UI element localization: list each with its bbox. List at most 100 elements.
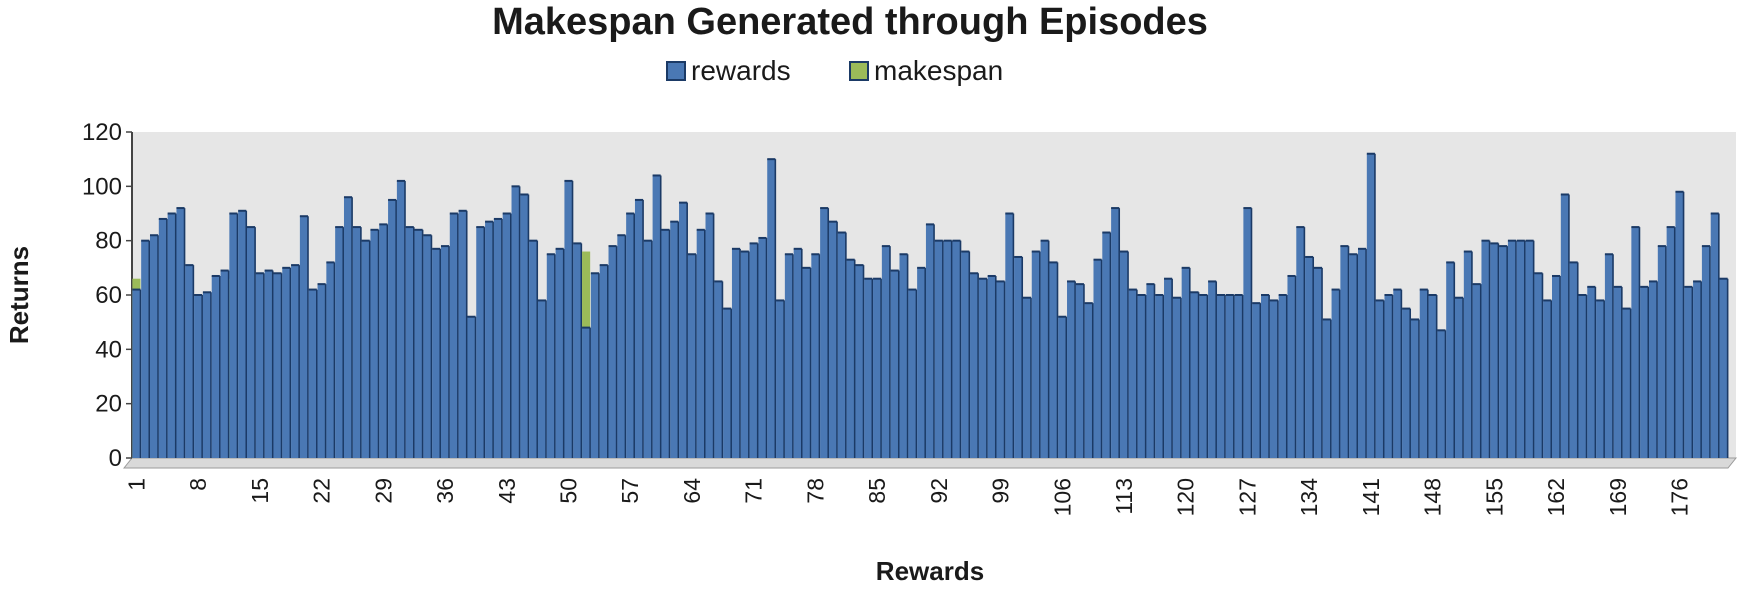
x-tick-label: 141 [1358, 478, 1384, 516]
rewards-bar [1666, 227, 1675, 458]
rewards-bar [908, 289, 917, 458]
rewards-bar [811, 254, 820, 458]
rewards-bar [299, 216, 309, 458]
y-tick-label: 20 [95, 391, 122, 418]
rewards-bar [1119, 251, 1129, 458]
rewards-bar [1384, 295, 1393, 458]
rewards-bar [1137, 295, 1146, 458]
rewards-bar [1393, 289, 1402, 458]
y-tick-label: 80 [95, 228, 122, 255]
rewards-bar [326, 262, 335, 458]
rewards-bar [1551, 275, 1561, 458]
x-tick-label: 148 [1420, 478, 1446, 516]
rewards-bar [1305, 256, 1314, 458]
rewards-bar [899, 254, 908, 458]
x-tick-label: 169 [1605, 478, 1631, 516]
rewards-bar [246, 227, 256, 458]
rewards-bar [1507, 240, 1517, 458]
rewards-bar [1560, 194, 1569, 458]
rewards-bar [1675, 191, 1684, 458]
rewards-bar [352, 227, 361, 458]
rewards-bar [546, 254, 555, 458]
rewards-bar [361, 240, 370, 458]
rewards-bar [1287, 275, 1296, 458]
rewards-bar [1657, 246, 1666, 458]
rewards-bar [1234, 295, 1243, 458]
rewards-bar [1543, 300, 1552, 458]
rewards-bar [873, 278, 882, 458]
rewards-bar [1455, 297, 1464, 458]
legend-swatch-makespan [849, 61, 869, 81]
rewards-bar [626, 213, 635, 458]
rewards-bar [158, 218, 167, 458]
y-axis-title: Returns [4, 246, 34, 344]
x-tick-label: 176 [1667, 478, 1693, 516]
rewards-bar [1710, 213, 1719, 458]
rewards-bar [167, 213, 176, 458]
rewards-bar [1613, 286, 1622, 458]
rewards-bar [599, 265, 608, 458]
rewards-bar [1313, 267, 1323, 458]
rewards-bar [1093, 259, 1102, 458]
rewards-bar [211, 275, 220, 458]
rewards-bar [1481, 240, 1490, 458]
rewards-bar [987, 275, 996, 458]
rewards-bar [1437, 330, 1446, 458]
rewards-bar [608, 246, 617, 458]
rewards-bar [1349, 254, 1358, 458]
rewards-bar [1084, 303, 1093, 458]
x-tick-label: 1 [123, 478, 149, 491]
x-tick-label: 113 [1111, 478, 1137, 515]
x-tick-label: 8 [185, 478, 211, 491]
y-tick-label: 120 [82, 119, 122, 146]
rewards-bar [238, 210, 247, 458]
rewards-bar [802, 267, 811, 458]
rewards-bar [220, 270, 229, 458]
rewards-bar [273, 273, 282, 458]
rewards-bar [291, 265, 300, 458]
rewards-bar [185, 265, 194, 458]
rewards-bar [476, 227, 485, 458]
rewards-bar [370, 229, 379, 458]
rewards-bar [670, 221, 679, 458]
rewards-bar [1102, 232, 1111, 458]
rewards-bar [1534, 273, 1543, 458]
rewards-bar [555, 248, 564, 458]
rewards-bar [467, 316, 476, 458]
rewards-bar [996, 281, 1005, 458]
plot-floor [122, 457, 1738, 469]
rewards-bar [432, 248, 441, 458]
y-tick-label: 40 [95, 336, 122, 363]
rewards-bar [776, 300, 785, 458]
x-tick-label: 162 [1543, 478, 1569, 516]
x-axis-title: Rewards [876, 556, 984, 586]
rewards-bar [590, 273, 599, 458]
rewards-bar [1490, 243, 1499, 458]
rewards-bar [855, 265, 864, 458]
rewards-bar [176, 208, 185, 458]
rewards-bar [749, 243, 758, 458]
rewards-bar [202, 292, 212, 458]
rewards-bar [1525, 240, 1534, 458]
rewards-bar [705, 213, 714, 458]
x-tick-label: 29 [370, 478, 396, 504]
legend-label-rewards: rewards [691, 55, 791, 86]
rewards-bar [282, 267, 291, 458]
rewards-bar [1296, 227, 1305, 458]
rewards-bar [1040, 240, 1049, 458]
rewards-bar [864, 278, 873, 458]
rewards-bar [573, 243, 582, 458]
legend-swatch-rewards [666, 61, 686, 81]
rewards-bar [758, 237, 767, 458]
y-ticks-group: 0 20 40 60 80 100 120 [82, 119, 132, 472]
rewards-bar [1331, 289, 1340, 458]
rewards-bar [1225, 295, 1234, 458]
rewards-bar [1366, 153, 1375, 458]
rewards-bar [1208, 281, 1217, 458]
rewards-bar [970, 273, 979, 458]
rewards-bar [943, 240, 952, 458]
legend: rewards makespan [666, 55, 1003, 86]
rewards-bar [1596, 300, 1605, 458]
rewards-bar [520, 194, 529, 458]
rewards-bar [141, 240, 150, 458]
